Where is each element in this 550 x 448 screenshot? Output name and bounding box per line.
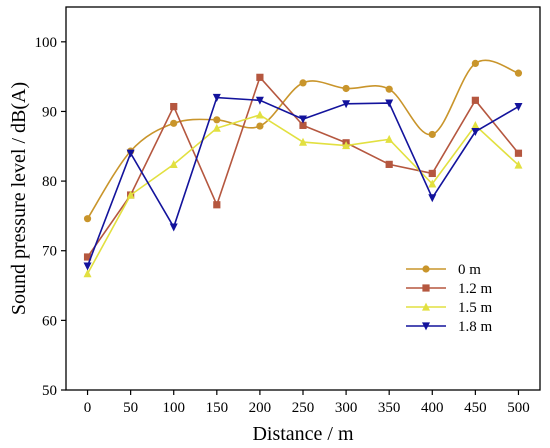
x-tick-label: 500 [507, 400, 530, 416]
data-point [299, 121, 307, 129]
data-point [170, 119, 178, 127]
x-tick-label: 50 [123, 400, 138, 416]
data-point [255, 110, 264, 119]
legend-label: 0 m [458, 262, 481, 278]
data-point [126, 190, 135, 199]
legend-entry: 1.8 m [406, 319, 493, 335]
data-point [428, 169, 436, 178]
data-point [385, 85, 393, 93]
data-point [299, 79, 307, 87]
data-point [126, 149, 135, 158]
data-point [471, 59, 479, 68]
x-tick-label: 450 [464, 400, 487, 416]
x-tick-label: 0 [84, 400, 92, 416]
series-1-5-m [83, 110, 523, 278]
data-point [299, 137, 307, 146]
data-point [385, 99, 394, 108]
axis-ticks: 0 50 100 150 200 250 300 350 400 450 500 50 60 70 80 90… [35, 35, 530, 416]
legend-label: 1.8 m [458, 319, 493, 335]
data-point [471, 120, 480, 129]
x-tick-label: 200 [249, 400, 272, 416]
legend-marker [422, 284, 430, 292]
x-tick-label: 100 [162, 400, 185, 416]
data-point [83, 269, 92, 278]
data-point [213, 201, 221, 209]
data-point [385, 134, 394, 143]
data-point [212, 123, 221, 132]
legend-entry: 0 m [406, 262, 481, 278]
legend-marker [422, 322, 430, 331]
data-point [428, 130, 436, 139]
y-tick-label: 100 [35, 35, 58, 51]
data-point [170, 102, 178, 111]
x-tick-label: 150 [206, 400, 229, 416]
data-point [83, 253, 92, 261]
data-point [213, 116, 221, 124]
legend-label: 1.5 m [458, 300, 493, 316]
data-point [428, 179, 437, 188]
data-point [514, 69, 523, 77]
data-point [342, 100, 351, 109]
data-point [471, 96, 479, 104]
data-point [514, 149, 523, 157]
data-point [428, 194, 437, 203]
x-axis-title: Distance / m [252, 423, 354, 445]
y-axis-title: Sound pressure level / dB(A) [8, 82, 30, 315]
x-tick-label: 350 [378, 400, 401, 416]
data-point [385, 160, 393, 168]
y-tick-label: 60 [42, 313, 57, 329]
y-tick-label: 80 [42, 174, 57, 190]
data-point [514, 102, 523, 111]
data-point [299, 115, 307, 124]
data-point [256, 73, 264, 81]
legend-label: 1.2 m [458, 281, 493, 297]
data-point [471, 128, 480, 137]
data-point [255, 96, 264, 105]
x-tick-label: 300 [335, 400, 358, 416]
data-point [83, 215, 92, 223]
data-point [83, 262, 92, 271]
legend-entry: 1.5 m [406, 300, 493, 316]
data-point [256, 122, 264, 130]
series-1-8-m [83, 93, 523, 271]
x-tick-label: 400 [421, 400, 444, 416]
data-point [514, 160, 523, 169]
y-tick-label: 50 [42, 383, 57, 399]
data-point [342, 84, 350, 93]
legend-marker [422, 265, 430, 273]
legend: 0 m 1.2 m 1.5 m 1.8 m [406, 262, 493, 335]
series-1-2-m [83, 73, 523, 261]
data-point [169, 159, 178, 168]
y-tick-label: 70 [42, 244, 57, 260]
data-point [342, 141, 351, 150]
series-layer [83, 59, 523, 278]
data-point [169, 223, 178, 232]
legend-entry: 1.2 m [406, 281, 493, 297]
plot-frame [65, 6, 541, 391]
series-line [86, 75, 520, 258]
y-tick-label: 90 [42, 104, 57, 120]
data-point [212, 93, 221, 102]
legend-marker [422, 302, 430, 311]
x-tick-label: 250 [292, 400, 315, 416]
